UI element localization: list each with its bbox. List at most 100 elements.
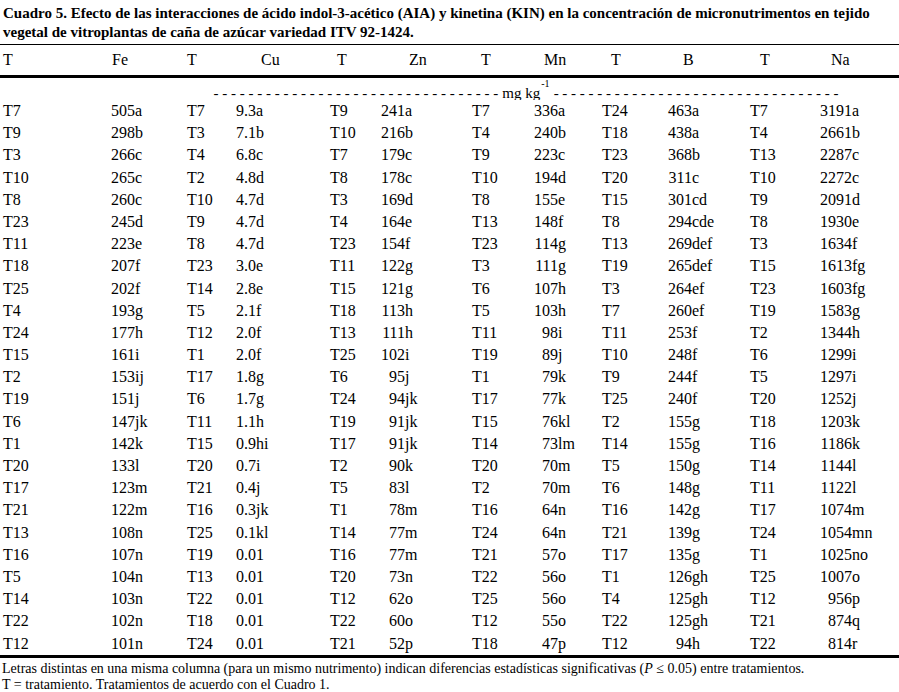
value-cell: 0.9hi [233, 433, 330, 455]
treatment-cell: T5 [472, 300, 533, 322]
treatment-cell: T13 [472, 211, 533, 233]
value-cell: 298b [110, 122, 187, 144]
treatment-cell: T21 [750, 610, 810, 632]
significance-letters: i [558, 322, 562, 344]
table-row: T17123mT210.4jT583lT270mT6148gT111122l [0, 477, 899, 499]
value-number: 178 [380, 167, 405, 189]
treatment-cell: T8 [750, 211, 810, 233]
significance-letters: f [558, 211, 563, 233]
value-number: 155 [533, 189, 558, 211]
value-number: 336 [533, 100, 558, 122]
value-number: 2.8 [233, 278, 256, 300]
treatment-cell: T8 [472, 189, 533, 211]
treatment-cell: T12 [750, 588, 810, 610]
value-number: 3.0 [233, 255, 256, 277]
value-number: 265 [110, 167, 135, 189]
treatment-cell: T2 [330, 455, 380, 477]
treatment-cell: T25 [472, 588, 533, 610]
value-cell: 103h [533, 300, 602, 322]
value-number: 1203 [810, 411, 852, 433]
significance-letters: l [405, 477, 409, 499]
value-cell: 336a [533, 100, 602, 122]
table-row: T22102nT180.01T2260oT1255oT22125ghT21874… [0, 610, 899, 632]
value-number: 56 [533, 566, 558, 588]
value-number: 0.0 [233, 633, 256, 655]
value-number: 177 [110, 322, 135, 344]
significance-letters: jk [256, 499, 268, 521]
treatment-cell: T5 [330, 477, 380, 499]
significance-letters: i [852, 366, 856, 388]
value-number: 78 [380, 499, 405, 521]
value-number: 55 [533, 610, 558, 632]
value-cell: 91jk [380, 433, 472, 455]
treatment-cell: T17 [602, 544, 667, 566]
value-number: 0.3 [233, 499, 256, 521]
significance-letters: g [135, 300, 143, 322]
treatment-cell: T12 [602, 633, 667, 655]
value-number: 90 [380, 455, 405, 477]
value-cell: 1930e [810, 211, 899, 233]
significance-letters: d [256, 211, 264, 233]
treatment-cell: T16 [750, 433, 810, 455]
value-number: 1.1 [233, 411, 256, 433]
treatment-cell: T3 [0, 144, 110, 166]
value-number: 1613 [810, 255, 852, 277]
significance-letters: h [256, 411, 264, 433]
value-number: 207 [110, 255, 135, 277]
treatment-cell: T24 [187, 633, 233, 655]
significance-letters: d [256, 167, 264, 189]
significance-letters: l [135, 455, 139, 477]
treatment-cell: T5 [187, 300, 233, 322]
significance-letters: g [558, 233, 566, 255]
value-number: 161 [110, 344, 135, 366]
significance-letters: f [692, 366, 697, 388]
value-cell: 1.1h [233, 411, 330, 433]
value-cell: 104n [110, 566, 187, 588]
value-number: 133 [110, 455, 135, 477]
treatment-cell: T4 [330, 211, 380, 233]
significance-letters: d [405, 189, 413, 211]
significance-letters: f [692, 344, 697, 366]
table-row: T19151jT61.7gT2494jkT1777kT25240fT201252… [0, 388, 899, 410]
p-value-symbol: P [644, 661, 653, 676]
value-number: 1025 [810, 544, 852, 566]
significance-letters: j [256, 477, 260, 499]
value-cell: 1.8g [233, 366, 330, 388]
treatment-cell: T6 [472, 278, 533, 300]
treatment-cell: T22 [602, 610, 667, 632]
value-cell: 0.01 [233, 544, 330, 566]
treatment-cell: T13 [0, 522, 110, 544]
value-cell: 133l [110, 455, 187, 477]
table-row: T13108nT250.1klT1477mT2464nT21139gT24105… [0, 522, 899, 544]
value-number: 2272 [810, 167, 852, 189]
value-cell: 240f [667, 388, 750, 410]
value-cell: 102i [380, 344, 472, 366]
value-cell: 2091d [810, 189, 899, 211]
value-cell: 1025no [810, 544, 899, 566]
treatment-cell: T15 [0, 344, 110, 366]
treatment-cell: T18 [330, 300, 380, 322]
column-header: Zn [380, 51, 472, 69]
treatment-cell: T14 [330, 522, 380, 544]
significance-letters: n [135, 544, 143, 566]
value-cell: 89j [533, 344, 602, 366]
significance-letters: m [405, 499, 417, 521]
value-cell: 154f [380, 233, 472, 255]
column-header: Mn [533, 51, 602, 69]
treatment-cell: T20 [602, 167, 667, 189]
significance-letters: b [692, 144, 700, 166]
value-number: 47 [533, 633, 558, 655]
treatment-cell: T6 [750, 344, 810, 366]
treatment-cell: T5 [0, 566, 110, 588]
value-cell: 77m [380, 522, 472, 544]
value-number: 151 [110, 388, 135, 410]
significance-letters: k [135, 433, 143, 455]
value-number: 103 [110, 588, 135, 610]
treatment-cell: T22 [330, 610, 380, 632]
value-number: 368 [667, 144, 692, 166]
value-cell: 153ij [110, 366, 187, 388]
value-number: 4.7 [233, 189, 256, 211]
significance-letters: i [256, 455, 260, 477]
significance-letters: mn [852, 522, 872, 544]
value-cell: 94jk [380, 388, 472, 410]
